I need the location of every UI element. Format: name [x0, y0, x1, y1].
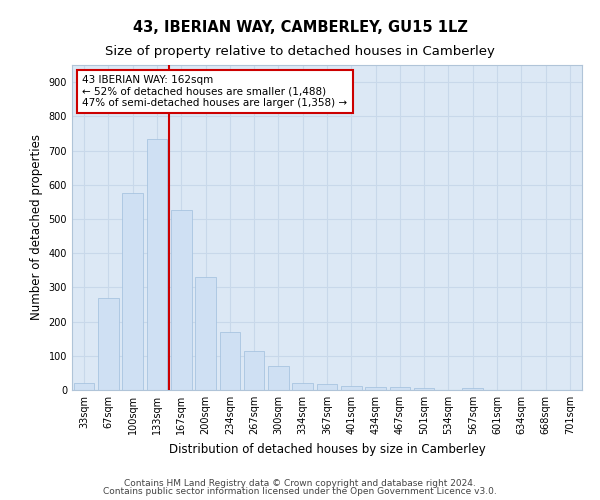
- Bar: [389, 388, 410, 390]
- Text: Size of property relative to detached houses in Camberley: Size of property relative to detached ho…: [105, 45, 495, 58]
- Bar: [122, 194, 143, 390]
- X-axis label: Distribution of detached houses by size in Camberley: Distribution of detached houses by size …: [169, 442, 485, 456]
- Bar: [463, 388, 483, 390]
- Y-axis label: Number of detached properties: Number of detached properties: [30, 134, 43, 320]
- Bar: [74, 383, 94, 390]
- Text: 43 IBERIAN WAY: 162sqm
← 52% of detached houses are smaller (1,488)
47% of semi-: 43 IBERIAN WAY: 162sqm ← 52% of detached…: [82, 74, 347, 108]
- Bar: [292, 383, 313, 390]
- Bar: [220, 332, 240, 390]
- Text: 43, IBERIAN WAY, CAMBERLEY, GU15 1LZ: 43, IBERIAN WAY, CAMBERLEY, GU15 1LZ: [133, 20, 467, 35]
- Bar: [317, 384, 337, 390]
- Bar: [98, 298, 119, 390]
- Bar: [171, 210, 191, 390]
- Text: Contains HM Land Registry data © Crown copyright and database right 2024.: Contains HM Land Registry data © Crown c…: [124, 478, 476, 488]
- Bar: [365, 386, 386, 390]
- Bar: [414, 388, 434, 390]
- Text: Contains public sector information licensed under the Open Government Licence v3: Contains public sector information licen…: [103, 487, 497, 496]
- Bar: [195, 277, 216, 390]
- Bar: [244, 350, 265, 390]
- Bar: [341, 386, 362, 390]
- Bar: [146, 138, 167, 390]
- Bar: [268, 366, 289, 390]
